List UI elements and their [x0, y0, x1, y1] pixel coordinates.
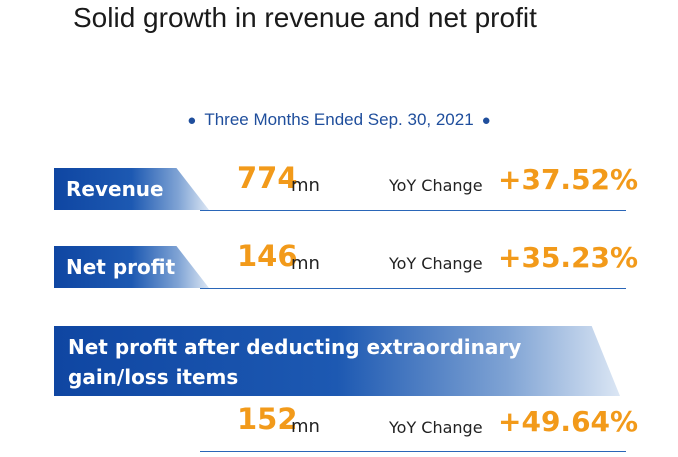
yoy-label: YoY Change	[389, 176, 483, 195]
period-label: Three Months Ended Sep. 30, 2021	[204, 110, 474, 129]
metric-label-band: Net profit	[54, 246, 209, 288]
yoy-label: YoY Change	[389, 254, 483, 273]
metric-label-band: Revenue	[54, 168, 209, 210]
metric-value: 146	[237, 239, 298, 273]
period-subtitle: ● Three Months Ended Sep. 30, 2021 ●	[0, 110, 678, 130]
metric-unit: mn	[291, 416, 320, 437]
divider	[200, 451, 626, 452]
bullet-icon: ●	[187, 112, 197, 129]
page-title: Solid growth in revenue and net profit	[73, 2, 537, 33]
yoy-value: +35.23%	[498, 241, 639, 274]
yoy-label: YoY Change	[389, 418, 483, 437]
metric-label-band: Net profit after deducting extraordinary…	[54, 326, 620, 396]
divider	[200, 210, 626, 211]
bullet-icon: ●	[481, 112, 491, 129]
metric-unit: mn	[291, 175, 320, 196]
yoy-value: +49.64%	[498, 405, 639, 438]
yoy-value: +37.52%	[498, 163, 639, 196]
divider	[200, 288, 626, 289]
metric-value: 774	[237, 161, 298, 195]
metric-value: 152	[237, 402, 298, 436]
metric-unit: mn	[291, 253, 320, 274]
